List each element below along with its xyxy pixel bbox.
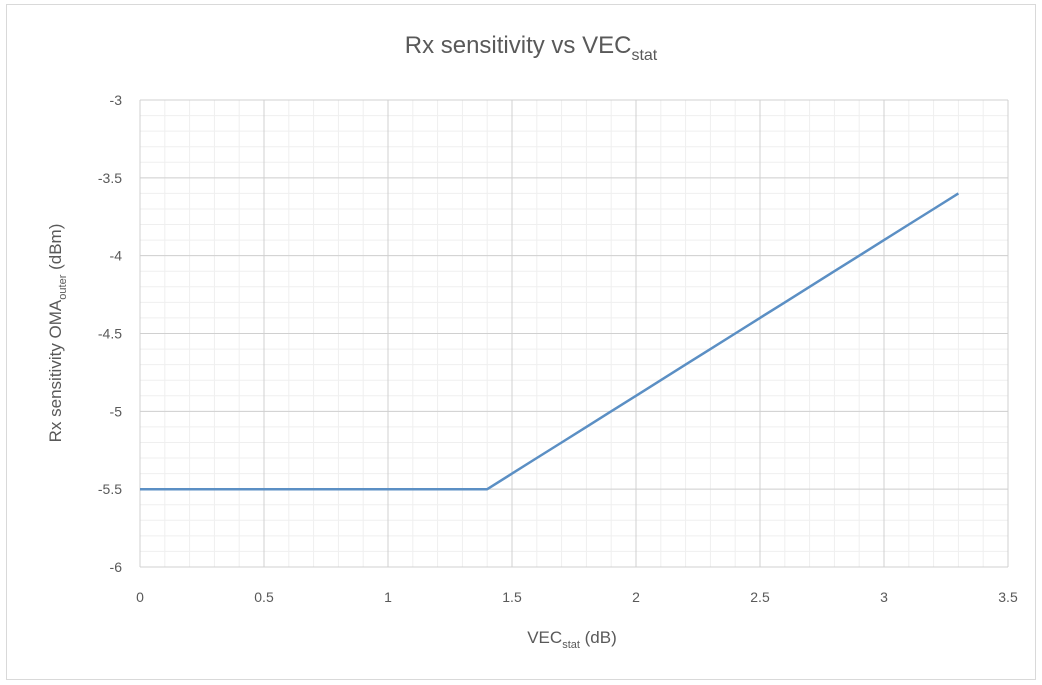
y-axis-label: Rx sensitivity OMAouter (dBm): [46, 224, 69, 443]
x-tick-label: 0.5: [254, 589, 274, 605]
series-layer: [140, 192, 960, 491]
y-tick-label: -4: [110, 248, 123, 264]
y-axis-label-main: Rx sensitivity OMA: [46, 299, 65, 442]
x-tick-label: 1.5: [502, 589, 522, 605]
chart-title-sub: stat: [631, 47, 657, 64]
x-tick-label: 2: [632, 589, 640, 605]
y-tick-labels: -3 -3.5 -4 -4.5 -5 -5.5 -6: [98, 92, 122, 575]
y-tick-label: -3.5: [98, 170, 122, 186]
y-tick-label: -6: [110, 559, 123, 575]
x-tick-label: 3: [880, 589, 888, 605]
y-axis-label-unit: (dBm): [46, 224, 65, 275]
series-line: [140, 192, 960, 491]
y-tick-label: -5: [110, 403, 123, 419]
y-tick-label: -5.5: [98, 481, 122, 497]
x-axis-label-main: VEC: [527, 628, 562, 647]
y-tick-label: -3: [110, 92, 123, 108]
x-axis-label-sub: stat: [562, 639, 580, 651]
x-tick-label: 2.5: [750, 589, 770, 605]
x-axis-label: VECstat (dB): [527, 628, 617, 651]
x-axis-label-unit: (dB): [580, 628, 617, 647]
y-tick-label: -4.5: [98, 326, 122, 342]
x-tick-label: 3.5: [998, 589, 1018, 605]
chart-title-main: Rx sensitivity vs VEC: [405, 32, 632, 59]
major-grid: [139, 99, 1009, 568]
x-tick-label: 1: [384, 589, 392, 605]
x-tick-label: 0: [136, 589, 144, 605]
x-tick-labels: 0 0.5 1 1.5 2 2.5 3 3.5: [136, 589, 1018, 605]
chart-title: Rx sensitivity vs VECstat: [405, 32, 658, 64]
y-axis-label-sub: outer: [57, 274, 69, 299]
